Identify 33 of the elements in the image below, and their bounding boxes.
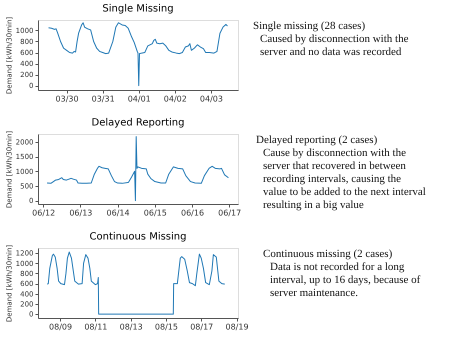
x-tick-label: 04/02 — [164, 94, 187, 104]
chart-title: Single Missing — [102, 3, 174, 14]
x-tick-label: 06/16 — [180, 208, 204, 218]
x-tick-label: 04/03 — [200, 94, 223, 104]
x-tick-label: 04/01 — [128, 94, 151, 104]
text: Single missing (28 cases) — [253, 20, 366, 32]
chart-title: Continuous Missing — [90, 231, 186, 242]
x-tick-label: 08/15 — [154, 322, 178, 332]
x-tick-label: 08/13 — [120, 322, 143, 332]
x-tick-label: 08/17 — [190, 322, 214, 332]
text: server that recovered in between — [263, 160, 406, 172]
x-tick-label: 06/14 — [106, 208, 130, 218]
x-tick-label: 06/15 — [144, 208, 167, 218]
text: interval, up to 16 days, because of — [270, 274, 421, 286]
text: Continuous missing (2 cases) — [263, 248, 393, 260]
text: Caused by disconnection with the — [260, 33, 409, 45]
text: server maintenance. — [270, 287, 358, 299]
x-tick-label: 08/11 — [84, 322, 108, 332]
text: recording intervals, causing the — [263, 173, 402, 185]
x-tick-label: 03/31 — [92, 94, 115, 104]
text: value to be added to the next interval — [263, 186, 426, 198]
text: Cause by disconnection with the — [263, 147, 406, 159]
x-tick-label: 06/13 — [69, 208, 92, 218]
x-tick-label: 08/09 — [49, 322, 72, 332]
x-tick-label: 06/12 — [32, 208, 56, 218]
x-tick-label: 08/19 — [226, 322, 249, 332]
x-tick-label: 06/17 — [218, 208, 242, 218]
chart-title: Delayed Reporting — [92, 117, 184, 128]
x-tick-label: 03/30 — [56, 94, 79, 104]
text: server and no data was recorded — [260, 46, 402, 58]
text: Delayed reporting (2 cases) — [256, 134, 378, 146]
text: Data is not recorded for a long — [270, 261, 405, 273]
text: resulting in a big value — [263, 199, 364, 211]
